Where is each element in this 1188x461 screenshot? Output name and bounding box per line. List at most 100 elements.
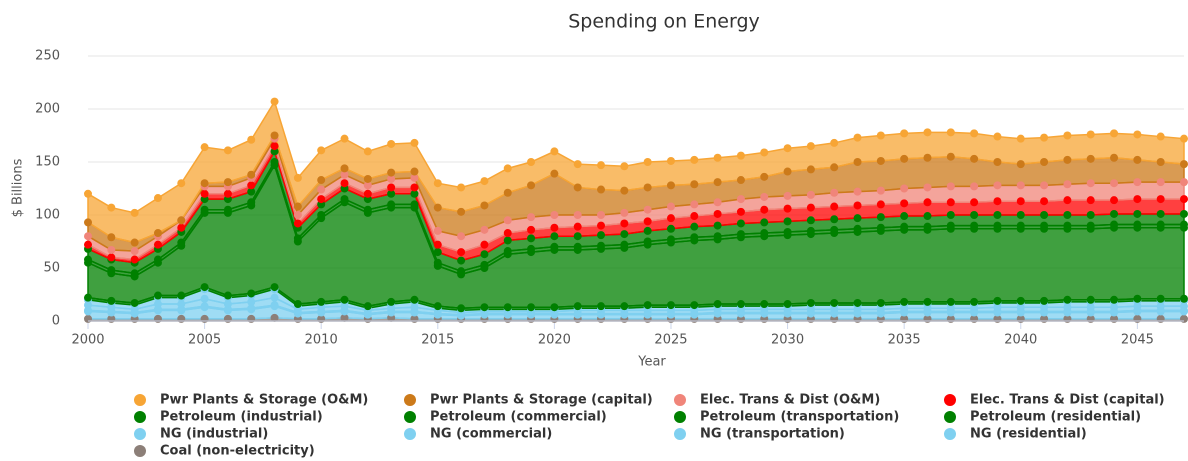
x-tick-label: 2005 [188,333,221,348]
legend-marker [134,394,146,406]
point [130,269,139,278]
point [84,255,92,264]
point [946,128,955,137]
legend-marker [944,428,956,440]
point [1110,295,1119,304]
point [410,173,419,182]
point [247,170,256,179]
point [573,211,582,219]
point [1156,132,1165,141]
point [270,313,279,322]
point [876,156,885,165]
legend-marker [404,394,416,406]
point [993,296,1002,305]
point [223,146,232,155]
point [1110,196,1119,205]
point [666,301,675,310]
point [200,314,209,323]
point [1133,195,1142,204]
legend-marker [674,428,686,440]
point [387,200,396,209]
legend-label: Elec. Trans & Dist (O&M) [700,393,880,408]
point [1040,133,1049,142]
point [806,142,815,151]
y-axis-label: $ Billions [11,158,26,217]
point [433,240,442,249]
point [666,202,675,211]
point [946,152,955,161]
point [503,229,512,238]
point [1156,195,1165,204]
point [340,170,349,179]
point [317,211,326,219]
point [830,225,839,234]
point [736,230,745,239]
legend-marker [134,445,146,457]
point [153,255,162,264]
x-tick-label: 2045 [1121,333,1154,348]
point [527,213,536,222]
point [200,143,209,152]
legend-marker [944,394,956,406]
point [293,219,302,228]
point [806,165,815,174]
point [830,188,839,197]
legend-marker [134,428,146,440]
point [1086,154,1095,163]
legend-label: Petroleum (transportation) [700,410,899,425]
point [1133,130,1142,139]
point [806,203,815,212]
point [783,204,792,213]
point [340,313,349,322]
point [876,186,885,195]
point [736,300,745,309]
point [200,302,209,311]
point [1180,209,1188,218]
y-tick-label: 200 [35,102,60,117]
point [293,211,302,219]
point [503,188,512,197]
point [806,216,815,225]
point [830,138,839,147]
point [853,133,862,142]
point [970,221,979,230]
y-tick-label: 150 [35,155,60,170]
point [690,212,699,221]
point [317,146,326,155]
point [247,187,256,196]
point [597,221,606,230]
point [643,158,652,166]
point [410,183,419,192]
point [527,244,536,253]
point [643,205,652,214]
point [363,147,372,156]
point [107,266,116,275]
point [946,198,955,207]
point [200,283,209,292]
point [527,225,536,234]
point [736,219,745,228]
point [1133,294,1142,303]
point [783,167,792,176]
point [760,300,769,309]
point [573,302,582,311]
point [480,240,489,249]
point [830,202,839,211]
point [457,232,466,241]
point [783,217,792,226]
point [1063,131,1072,140]
point [620,186,629,195]
point [1086,130,1095,139]
point [340,134,349,143]
point [340,164,349,173]
point [830,215,839,224]
legend-label: NG (commercial) [430,427,552,442]
point [177,300,186,309]
legend-marker [674,411,686,423]
point [177,223,186,232]
point [84,293,92,302]
point [84,189,92,198]
point [223,178,232,187]
point [1156,209,1165,218]
point [1086,221,1095,230]
